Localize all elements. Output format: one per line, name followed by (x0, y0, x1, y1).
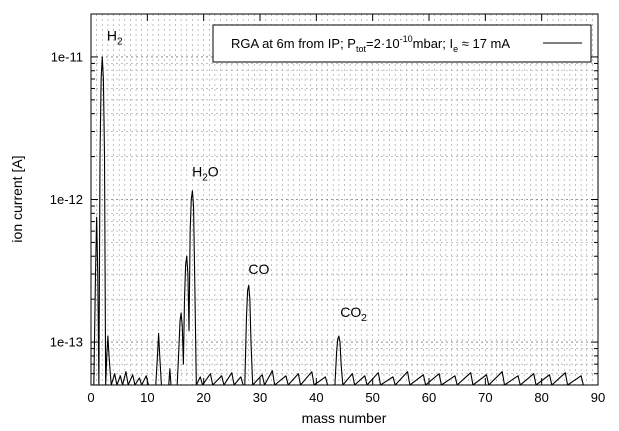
x-tick-labels: 0 10 20 30 40 50 60 70 80 90 (87, 390, 605, 405)
legend-sub-a: tot (356, 44, 367, 54)
x-tick-label: 80 (534, 390, 548, 405)
trace-layer (93, 56, 596, 386)
x-tick-label: 30 (253, 390, 267, 405)
x-tick-label: 60 (422, 390, 436, 405)
y-tick-label: 1e-12 (50, 192, 83, 207)
grid (91, 13, 598, 386)
series-line (93, 56, 596, 386)
peak-annotation: CO2 (340, 304, 367, 324)
legend-text-c: mbar; I (413, 36, 453, 51)
y-tick-labels: 1e-13 1e-12 1e-11 (50, 49, 83, 349)
legend-label: RGA at 6m from IP; Ptot=2·10-10mbar; Ie … (231, 34, 510, 54)
x-tick-label: 90 (591, 390, 605, 405)
x-tick-label: 50 (365, 390, 379, 405)
legend-text-a: RGA at 6m from IP; P (231, 36, 356, 51)
x-tick-label: 40 (309, 390, 323, 405)
x-tick-label: 0 (87, 390, 94, 405)
x-tick-label: 20 (196, 390, 210, 405)
y-axis-label: ion current [A] (9, 155, 25, 242)
peak-annotations: H2 H2O CO CO2 (107, 28, 367, 324)
y-tick-label: 1e-13 (50, 335, 83, 350)
ticks (90, 13, 599, 386)
legend-text-d: ≈ 17 mA (458, 36, 510, 51)
legend-box (212, 24, 592, 63)
peak-annotation: CO (248, 261, 269, 277)
peak-annotation: H2 (107, 28, 123, 48)
legend-text-b: =2·10 (366, 36, 400, 51)
peak-annotation: H2O (192, 163, 219, 183)
x-tick-label: 70 (478, 390, 492, 405)
y-tick-label: 1e-11 (51, 49, 83, 64)
legend-sub-c: e (453, 44, 458, 54)
x-axis-label: mass number (302, 410, 387, 426)
legend-sup-b: -10 (400, 34, 413, 44)
x-tick-label: 10 (140, 390, 154, 405)
legend: RGA at 6m from IP; Ptot=2·10-10mbar; Ie … (212, 24, 592, 63)
